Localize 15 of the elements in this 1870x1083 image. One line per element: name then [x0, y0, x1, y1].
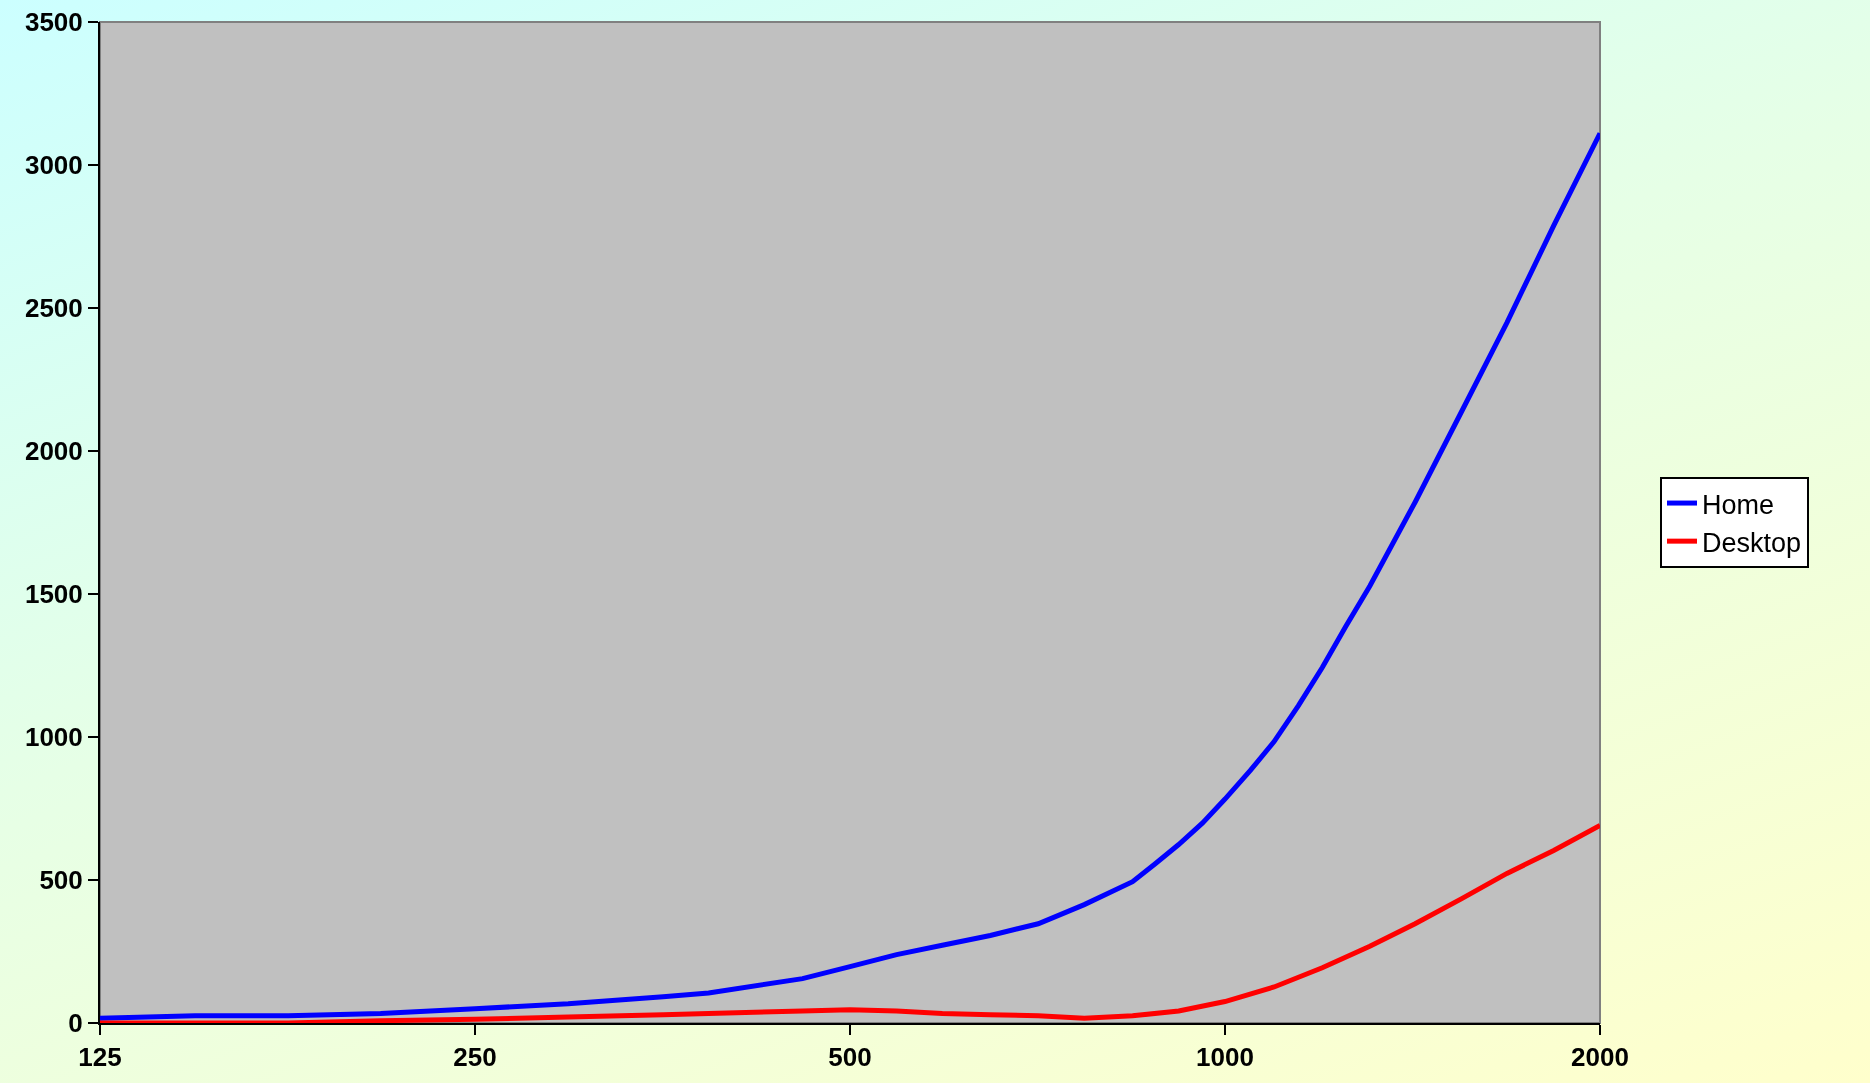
- y-tick-label: 1500: [24, 579, 83, 610]
- x-tick-label: 250: [453, 1042, 497, 1073]
- legend-label: Home: [1702, 489, 1775, 520]
- y-tick-label: 2500: [24, 293, 83, 324]
- y-tick-label: 0: [68, 1008, 83, 1039]
- x-tick-label: 125: [78, 1042, 122, 1073]
- y-tick-label: 500: [39, 865, 83, 896]
- y-tick-label: 2000: [24, 436, 83, 467]
- x-tick-label: 1000: [1196, 1042, 1254, 1073]
- legend-label: Desktop: [1702, 527, 1802, 558]
- y-tick-label: 3500: [24, 7, 83, 38]
- y-tick-label: 3000: [24, 150, 83, 181]
- x-tick-label: 500: [828, 1042, 872, 1073]
- x-tick-label: 2000: [1571, 1042, 1629, 1073]
- y-tick-label: 1000: [24, 722, 83, 753]
